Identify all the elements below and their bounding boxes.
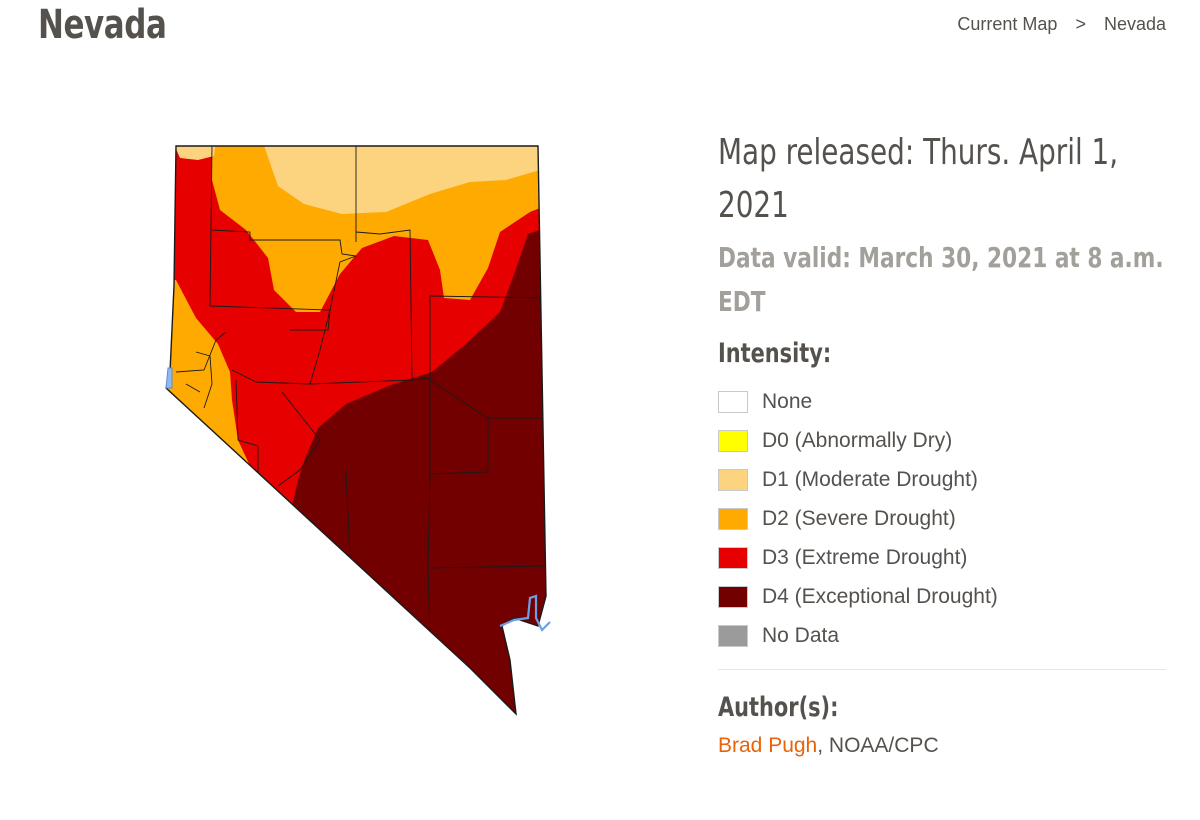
nevada-drought-map-svg xyxy=(165,145,551,716)
legend-swatch-d4 xyxy=(718,585,748,608)
legend-item-no-data: No Data xyxy=(718,616,1168,655)
legend-swatch-no-data xyxy=(718,624,748,647)
legend-label: No Data xyxy=(762,623,840,647)
legend-label: None xyxy=(762,389,813,413)
legend-swatch-d2 xyxy=(718,507,748,530)
drought-zone-d1-north xyxy=(262,146,542,214)
legend-swatch-none xyxy=(718,390,748,413)
author-link[interactable]: Brad Pugh xyxy=(718,734,818,757)
authors-heading: Author(s): xyxy=(718,692,839,723)
map-info-panel: Map released: Thurs. April 1, 2021 Data … xyxy=(718,126,1168,758)
data-valid-text: Data valid: March 30, 2021 at 8 a.m. EDT xyxy=(718,241,1164,318)
legend-item-d4: D4 (Exceptional Drought) xyxy=(718,577,1168,616)
legend-item-d3: D3 (Extreme Drought) xyxy=(718,538,1168,577)
legend-label: D2 (Severe Drought) xyxy=(762,506,956,530)
legend-label: D1 (Moderate Drought) xyxy=(762,467,978,491)
drought-zone-d1-nw xyxy=(172,146,216,160)
legend-label: D3 (Extreme Drought) xyxy=(762,545,968,569)
legend-swatch-d0 xyxy=(718,429,748,452)
nevada-drought-map[interactable] xyxy=(150,130,570,730)
author-affiliation: , NOAA/CPC xyxy=(817,734,939,757)
drought-zone-d4 xyxy=(292,220,546,714)
legend-item-d0: D0 (Abnormally Dry) xyxy=(718,421,1168,460)
lake-mead xyxy=(499,594,551,632)
intensity-legend: None D0 (Abnormally Dry) D1 (Moderate Dr… xyxy=(718,382,1168,655)
lake-tahoe xyxy=(165,367,173,389)
section-divider xyxy=(718,669,1166,670)
legend-swatch-d3 xyxy=(718,546,748,569)
legend-item-d1: D1 (Moderate Drought) xyxy=(718,460,1168,499)
intensity-heading: Intensity: xyxy=(718,338,832,369)
breadcrumb-current-nevada: Nevada xyxy=(1103,14,1166,34)
map-released-heading: Map released: Thurs. April 1, 2021 xyxy=(718,132,1119,226)
page-title: Nevada xyxy=(38,2,167,48)
breadcrumb-link-current-map[interactable]: Current Map xyxy=(957,14,1058,34)
legend-swatch-d1 xyxy=(718,468,748,491)
breadcrumb: Current Map > Nevada xyxy=(957,14,1166,35)
county-boundaries xyxy=(175,146,546,641)
legend-item-d2: D2 (Severe Drought) xyxy=(718,499,1168,538)
author-line: Brad Pugh, NOAA/CPC xyxy=(718,734,1168,758)
legend-label: D0 (Abnormally Dry) xyxy=(762,428,953,452)
legend-item-none: None xyxy=(718,382,1168,421)
breadcrumb-separator: > xyxy=(1075,14,1086,34)
legend-label: D4 (Exceptional Drought) xyxy=(762,584,998,608)
